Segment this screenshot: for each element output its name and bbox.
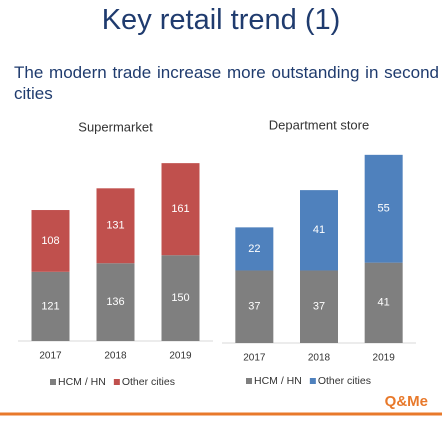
bar-segment [96,263,135,341]
x-tick-label: 2019 [373,353,396,364]
legend-label: HCM / HN [254,375,302,387]
value-label: 131 [106,220,124,232]
bar-segment [31,271,70,341]
x-tick-label: 2018 [104,351,127,362]
legend-label: HCM / HN [58,376,106,388]
legend-label: Other cities [122,376,175,388]
bar-segment [161,255,200,341]
slide-title: Key retail trend (1) [101,4,341,36]
value-label: 136 [106,296,124,308]
value-label: 108 [41,235,59,247]
x-tick-label: 2017 [39,351,62,362]
value-label: 41 [313,224,325,236]
value-label: 37 [313,301,325,313]
bar-segment [96,188,135,264]
value-label: 41 [378,297,390,309]
value-label: 55 [378,203,390,215]
bar-segment [300,270,338,343]
bar-segment [161,163,200,256]
value-label: 121 [41,300,59,312]
x-tick-label: 2017 [243,353,266,364]
chart-title: Department store [269,117,369,132]
value-label: 150 [171,292,189,304]
value-label: 161 [171,203,189,215]
bar-segment [31,210,70,272]
slide-subtitle: The modern trade increase more outstandi… [14,63,439,103]
logo: Q&Me [385,393,428,410]
legend-swatch [246,378,252,384]
value-label: 22 [248,243,260,255]
bar-segment [300,190,338,271]
x-tick-label: 2019 [169,351,192,362]
x-tick-label: 2018 [308,353,331,364]
legend-label: Other cities [318,375,371,387]
legend-swatch [113,379,120,385]
chart-title: Supermarket [78,119,153,134]
bar-segment [235,227,274,271]
legend-swatch [309,378,316,384]
bar-segment [364,262,403,343]
bar-segment [364,154,403,263]
legend-swatch [50,379,56,385]
value-label: 37 [248,301,260,313]
bar-segment [235,270,274,343]
